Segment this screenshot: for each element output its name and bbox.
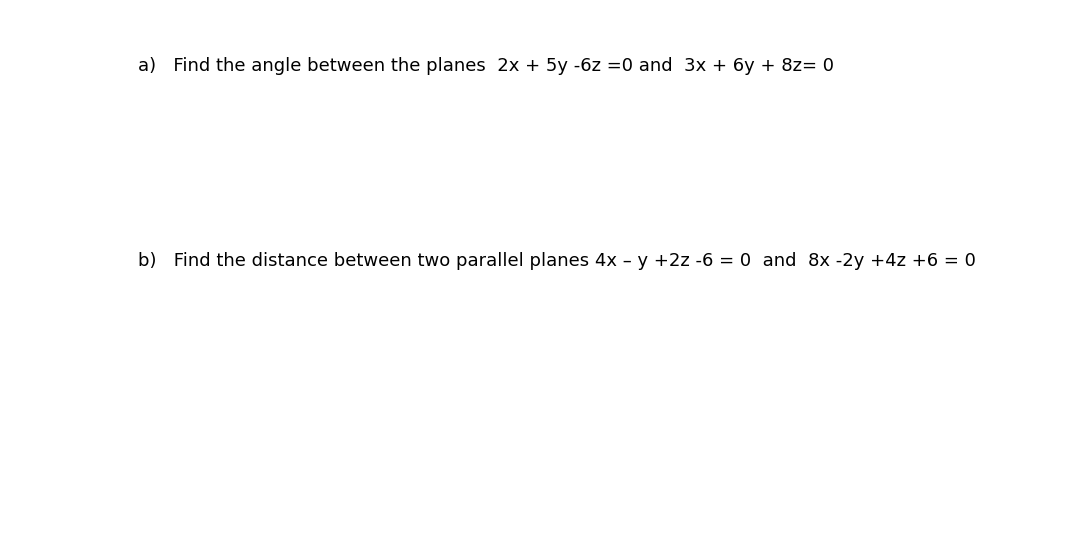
Text: a)   Find the angle between the planes  2x + 5y -6z =0 and  3x + 6y + 8z= 0: a) Find the angle between the planes 2x … <box>138 57 834 75</box>
Text: b)   Find the distance between two parallel planes 4x – y +2z -6 = 0  and  8x -2: b) Find the distance between two paralle… <box>138 252 976 270</box>
